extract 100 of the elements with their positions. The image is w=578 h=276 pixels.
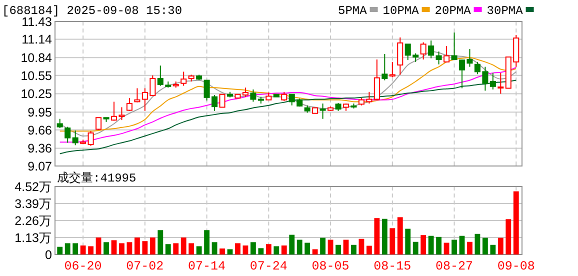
candlestick — [72, 130, 78, 146]
bar — [374, 218, 380, 254]
bar — [343, 240, 349, 254]
y-tick-label: 4.52万 — [14, 180, 52, 194]
candlestick — [96, 117, 102, 130]
bar — [289, 234, 295, 254]
bar — [266, 244, 272, 254]
bar — [397, 217, 403, 254]
y-tick-label: 1.13万 — [14, 230, 52, 245]
bar — [328, 240, 334, 254]
bar — [250, 242, 256, 254]
bar — [126, 242, 132, 254]
bar — [436, 236, 442, 254]
y-tick-label: 9.66 — [28, 123, 52, 138]
bar — [188, 243, 194, 254]
bar — [482, 238, 488, 254]
x-tick-label: 08-05 — [312, 260, 350, 274]
candlestick — [320, 103, 326, 120]
bar — [390, 228, 396, 254]
bar — [196, 246, 202, 254]
x-tick-label: 06-20 — [64, 260, 102, 274]
x-tick-label: 09-08 — [497, 260, 535, 274]
bar — [296, 240, 302, 254]
bar — [351, 244, 356, 254]
y-tick-label: 2.26万 — [14, 214, 52, 228]
legend-label: 10PMA — [382, 4, 420, 18]
bar — [490, 244, 496, 254]
y-tick-label: 10.55 — [20, 68, 52, 83]
bar — [513, 191, 519, 254]
bar — [336, 244, 341, 254]
bar — [104, 242, 109, 254]
bar — [444, 242, 450, 254]
y-tick-label: 10.25 — [20, 87, 52, 102]
bar — [281, 245, 287, 254]
bar — [72, 243, 78, 254]
candlestick — [420, 42, 426, 60]
legend-label: 20PMA — [434, 4, 472, 18]
x-tick-label: 07-02 — [126, 260, 164, 274]
bar — [474, 234, 480, 254]
bar — [88, 246, 94, 254]
candlestick — [397, 36, 404, 76]
bar — [158, 230, 164, 254]
candlestick — [56, 118, 63, 129]
candlestick — [64, 126, 71, 144]
bar — [304, 242, 310, 254]
candlestick — [389, 61, 396, 78]
legend-label: 30PMA — [486, 4, 524, 18]
candlestick — [374, 58, 380, 100]
line-series — [59, 66, 517, 143]
legend-label: 5PMA — [338, 4, 368, 18]
x-tick-label: 07-24 — [250, 260, 288, 274]
chart-title: 成交量:41995 — [57, 170, 136, 186]
bar — [274, 246, 280, 254]
candlestick — [250, 88, 256, 102]
bar — [150, 238, 156, 254]
bar — [459, 236, 465, 254]
bar — [165, 244, 171, 254]
bar — [142, 241, 148, 254]
bar — [80, 245, 86, 254]
candlestick — [281, 91, 288, 102]
x-tick-label: 08-15 — [374, 260, 412, 274]
bar — [242, 245, 248, 254]
bar — [467, 242, 472, 254]
bar — [382, 218, 388, 254]
candlestick — [490, 72, 496, 90]
candlestick — [242, 87, 248, 98]
x-tick-label: 08-27 — [436, 260, 474, 274]
bar — [498, 238, 504, 254]
y-tick-label: 9.36 — [28, 142, 52, 156]
candlestick — [88, 130, 94, 146]
bar — [258, 248, 264, 254]
bar — [119, 243, 124, 254]
bar — [64, 243, 70, 254]
candlestick — [134, 88, 140, 103]
y-tick-label: 3.39万 — [14, 196, 52, 211]
candlestick — [444, 45, 450, 64]
candlestick — [180, 71, 187, 86]
bar — [173, 243, 179, 254]
bar — [220, 248, 225, 254]
bar — [134, 238, 140, 254]
y-tick-label: 10.84 — [20, 51, 52, 65]
y-tick-label: 0 — [45, 248, 52, 262]
bar — [180, 238, 186, 254]
candlestick — [428, 40, 434, 59]
candlestick — [436, 51, 442, 65]
bar — [111, 240, 117, 254]
y-tick-label: 9.07 — [28, 159, 52, 174]
bar — [420, 235, 426, 254]
bar — [235, 243, 240, 254]
bar — [212, 242, 218, 254]
bar — [405, 228, 411, 254]
bar — [506, 219, 512, 254]
bar — [412, 242, 418, 254]
bar — [428, 236, 434, 254]
bar — [452, 240, 457, 254]
candlestick — [219, 94, 226, 108]
y-tick-label: 11.14 — [22, 32, 52, 47]
bar — [57, 246, 63, 254]
candlestick — [498, 72, 504, 94]
bar — [358, 238, 364, 254]
